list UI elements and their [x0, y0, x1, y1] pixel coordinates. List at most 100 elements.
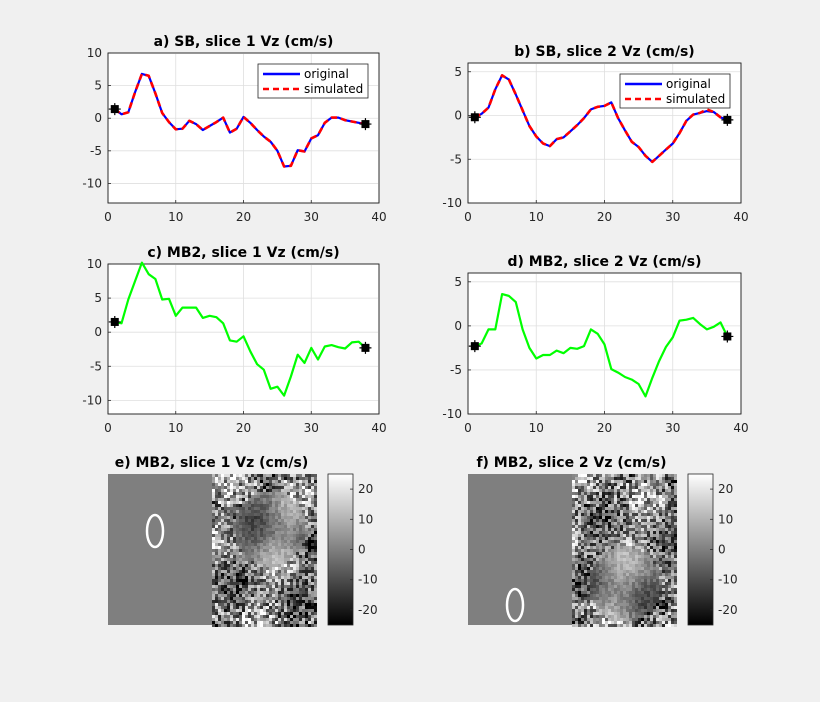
image-pixel [230, 561, 233, 564]
image-pixel [593, 588, 596, 591]
image-pixel [644, 615, 647, 618]
image-pixel [272, 537, 275, 540]
image-pixel [281, 600, 284, 603]
image-pixel [290, 552, 293, 555]
image-pixel [596, 612, 599, 615]
image-pixel [218, 483, 221, 486]
image-pixel [293, 555, 296, 558]
image-pixel [218, 492, 221, 495]
image-pixel [641, 561, 644, 564]
image-pixel [281, 606, 284, 609]
image-pixel [266, 603, 269, 606]
image-pixel [236, 588, 239, 591]
image-pixel [290, 588, 293, 591]
image-right-half [572, 474, 677, 627]
image-pixel [296, 546, 299, 549]
image-pixel [275, 588, 278, 591]
image-pixel [602, 522, 605, 525]
image-pixel [215, 597, 218, 600]
image-pixel [671, 591, 674, 594]
image-pixel [587, 603, 590, 606]
image-pixel [596, 603, 599, 606]
image-pixel [638, 498, 641, 501]
image-pixel [278, 618, 281, 621]
image-pixel [296, 573, 299, 576]
image-pixel [257, 546, 260, 549]
image-pixel [224, 510, 227, 513]
image-pixel [236, 615, 239, 618]
image-pixel [668, 603, 671, 606]
image-pixel [278, 603, 281, 606]
image-pixel [293, 543, 296, 546]
image-pixel [302, 519, 305, 522]
image-pixel [578, 507, 581, 510]
image-pixel [305, 600, 308, 603]
image-pixel [671, 510, 674, 513]
image-pixel [278, 501, 281, 504]
image-pixel [266, 495, 269, 498]
image-pixel [662, 540, 665, 543]
image-pixel [623, 525, 626, 528]
image-pixel [617, 597, 620, 600]
image-pixel [629, 579, 632, 582]
image-pixel [269, 624, 272, 627]
image-pixel [281, 480, 284, 483]
series-line-simulated [114, 72, 366, 168]
image-pixel [638, 576, 641, 579]
image-pixel [212, 588, 215, 591]
image-pixel [596, 489, 599, 492]
image-pixel [227, 531, 230, 534]
image-pixel [614, 480, 617, 483]
image-pixel [623, 537, 626, 540]
image-pixel [581, 492, 584, 495]
image-pixel [293, 621, 296, 624]
image-pixel [257, 486, 260, 489]
image-pixel [242, 474, 245, 477]
image-pixel [272, 519, 275, 522]
image-pixel [245, 579, 248, 582]
image-pixel [296, 480, 299, 483]
image-pixel [233, 552, 236, 555]
image-pixel [647, 537, 650, 540]
image-pixel [662, 507, 665, 510]
image-pixel [578, 501, 581, 504]
image-pixel [227, 567, 230, 570]
image-pixel [224, 498, 227, 501]
image-pixel [242, 585, 245, 588]
image-pixel [599, 582, 602, 585]
image-pixel [290, 621, 293, 624]
image-pixel [272, 621, 275, 624]
image-pixel [602, 591, 605, 594]
image-pixel [590, 504, 593, 507]
image-pixel [299, 477, 302, 480]
image-pixel [635, 606, 638, 609]
image-pixel [290, 615, 293, 618]
image-pixel [626, 513, 629, 516]
image-pixel [281, 492, 284, 495]
image-pixel [260, 489, 263, 492]
image-pixel [650, 558, 653, 561]
image-pixel [212, 495, 215, 498]
image-pixel [248, 549, 251, 552]
image-pixel [281, 504, 284, 507]
image-pixel [227, 594, 230, 597]
image-pixel [251, 504, 254, 507]
image-pixel [605, 486, 608, 489]
image-pixel [653, 486, 656, 489]
image-pixel [662, 603, 665, 606]
image-pixel [635, 540, 638, 543]
image-pixel [572, 477, 575, 480]
image-pixel [668, 486, 671, 489]
image-pixel [659, 603, 662, 606]
image-pixel [290, 600, 293, 603]
image-pixel [233, 567, 236, 570]
image-pixel [608, 567, 611, 570]
image-pixel [641, 483, 644, 486]
image-pixel [599, 618, 602, 621]
image-pixel [299, 576, 302, 579]
image-pixel [617, 588, 620, 591]
image-pixel [218, 561, 221, 564]
image-pixel [623, 579, 626, 582]
image-pixel [233, 492, 236, 495]
image-pixel [638, 489, 641, 492]
